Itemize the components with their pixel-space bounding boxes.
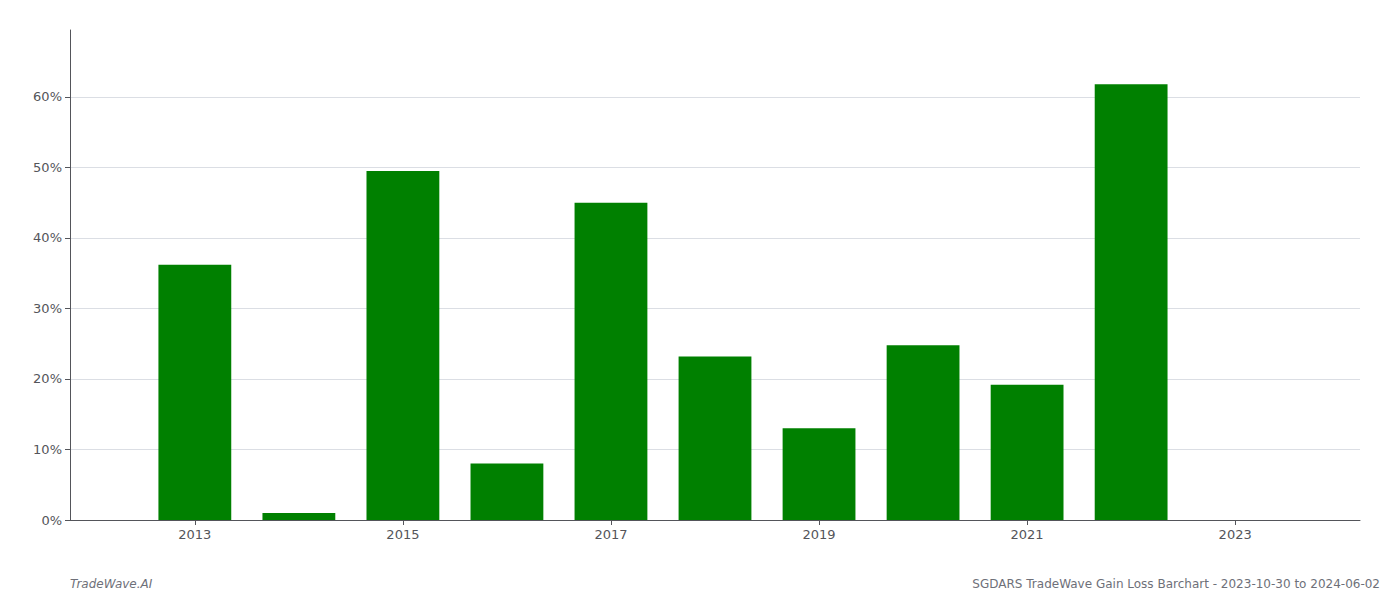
- svg-text:2015: 2015: [386, 527, 419, 542]
- svg-text:20%: 20%: [33, 371, 62, 386]
- svg-text:10%: 10%: [33, 442, 62, 457]
- svg-text:2019: 2019: [802, 527, 835, 542]
- svg-text:40%: 40%: [33, 230, 62, 245]
- svg-text:0%: 0%: [41, 513, 62, 528]
- svg-text:50%: 50%: [33, 160, 62, 175]
- svg-text:30%: 30%: [33, 301, 62, 316]
- svg-text:2023: 2023: [1219, 527, 1252, 542]
- svg-text:2013: 2013: [178, 527, 211, 542]
- svg-text:TradeWave.AI: TradeWave.AI: [70, 577, 153, 591]
- svg-text:2017: 2017: [594, 527, 627, 542]
- svg-text:60%: 60%: [33, 89, 62, 104]
- svg-text:SGDARS TradeWave Gain Loss Bar: SGDARS TradeWave Gain Loss Barchart - 20…: [972, 577, 1380, 591]
- svg-text:2021: 2021: [1011, 527, 1044, 542]
